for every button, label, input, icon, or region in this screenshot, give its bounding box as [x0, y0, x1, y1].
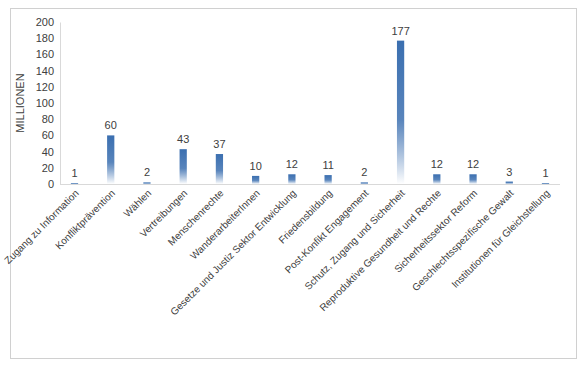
bar [288, 174, 295, 184]
y-tick-label: 200 [36, 16, 54, 28]
bar [397, 41, 404, 184]
data-label: 37 [213, 138, 225, 150]
y-tick-label: 100 [36, 97, 54, 109]
bar [143, 182, 150, 184]
y-tick: 80 [42, 113, 60, 125]
y-tick: 100 [36, 97, 60, 109]
bar [469, 174, 476, 184]
y-tick: 140 [36, 65, 60, 77]
frame [11, 9, 577, 359]
y-tick: 160 [36, 48, 60, 60]
y-tick: 0 [48, 178, 60, 190]
bar [324, 175, 331, 184]
data-label: 12 [286, 158, 298, 170]
y-tick-label: 120 [36, 81, 54, 93]
y-tick-label: 180 [36, 32, 54, 44]
data-label: 2 [361, 166, 367, 178]
bar [180, 149, 187, 184]
bars [71, 41, 549, 184]
data-label: 11 [322, 159, 333, 171]
y-tick: 60 [42, 129, 60, 141]
data-label: 60 [105, 119, 117, 131]
data-label: 177 [391, 25, 409, 37]
y-tick-label: 80 [42, 113, 54, 125]
x-tick-label: Gesetze und Justiz Sektor Entwicklung [168, 188, 298, 318]
x-tick-label: Institutionen für Gleichstellung [449, 188, 552, 291]
y-tick-label: 40 [42, 146, 54, 158]
data-label: 2 [144, 166, 150, 178]
y-axis-title: MILLIONEN [14, 73, 26, 132]
y-tick-label: 60 [42, 129, 54, 141]
x-tick-label: Wählen [121, 188, 153, 220]
x-tick-label: Reproduktive Gesundheit und Rechte [317, 187, 443, 313]
y-tick-label: 20 [42, 162, 54, 174]
y-axis-line [60, 23, 61, 185]
x-tick-label: WanderarbeiterInnen [188, 188, 262, 262]
y-tick: 200 [36, 16, 60, 28]
bar [216, 154, 223, 184]
chart: 020406080100120140160180200MILLIONEN1602… [0, 0, 588, 368]
bar [506, 182, 513, 184]
x-axis-line [60, 184, 560, 185]
bar [361, 182, 368, 184]
bar [107, 135, 114, 184]
y-tick: 20 [42, 162, 60, 174]
y-tick-label: 0 [48, 178, 54, 190]
data-label: 12 [467, 158, 479, 170]
bar [542, 183, 549, 184]
y-tick-label: 140 [36, 65, 54, 77]
data-label: 3 [506, 166, 512, 178]
bar [71, 183, 78, 184]
y-tick: 40 [42, 146, 60, 158]
y-tick: 180 [36, 32, 60, 44]
y-tick: 120 [36, 81, 60, 93]
data-label: 1 [542, 167, 548, 179]
data-label: 12 [431, 158, 443, 170]
x-tick-label: Konfliktprävention [53, 188, 117, 252]
data-label: 10 [250, 160, 262, 172]
data-label: 1 [71, 167, 77, 179]
y-axis: 0 20 40 60 80 100 120 140 160 180 200 [36, 16, 61, 190]
bar [433, 174, 440, 184]
y-tick-label: 160 [36, 48, 54, 60]
data-label: 43 [177, 133, 189, 145]
bar [252, 176, 259, 184]
